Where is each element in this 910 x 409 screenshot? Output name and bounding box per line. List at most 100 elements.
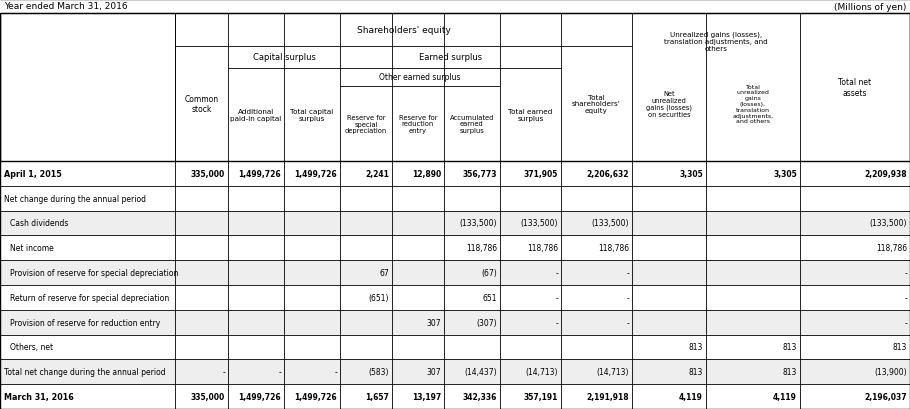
Text: Provision of reserve for special depreciation: Provision of reserve for special depreci… [10,268,178,277]
Text: 3,305: 3,305 [774,169,797,178]
Text: -: - [626,318,629,327]
Text: 307: 307 [427,318,441,327]
Bar [0,285,910,310]
Text: 2,191,918: 2,191,918 [586,392,629,401]
Text: 357,191: 357,191 [523,392,558,401]
Text: 12,890: 12,890 [411,169,441,178]
Text: 118,786: 118,786 [875,244,907,253]
Text: 335,000: 335,000 [191,392,225,401]
Bar [0,335,910,360]
Text: -: - [905,318,907,327]
Text: -: - [626,293,629,302]
Text: -: - [278,367,281,376]
Text: 813: 813 [689,367,703,376]
Bar [0,211,910,236]
Bar [0,162,910,187]
Text: Common
stock: Common stock [185,94,218,114]
Text: Cash dividends: Cash dividends [10,219,68,228]
Text: 3,305: 3,305 [679,169,703,178]
Text: -: - [905,268,907,277]
Text: 813: 813 [783,367,797,376]
Text: Net
unrealized
gains (losses)
on securities: Net unrealized gains (losses) on securit… [646,90,692,118]
Text: -: - [334,367,337,376]
Text: Reserve for
special
depreciation: Reserve for special depreciation [345,114,387,134]
Text: Others, net: Others, net [10,343,53,352]
Text: 813: 813 [893,343,907,352]
Bar [0,236,910,261]
Text: Total earned
surplus: Total earned surplus [509,109,552,122]
Text: March 31, 2016: March 31, 2016 [4,392,74,401]
Text: -: - [222,367,225,376]
Bar [0,360,910,384]
Text: -: - [555,268,558,277]
Text: -: - [626,268,629,277]
Text: Total capital
surplus: Total capital surplus [290,109,334,122]
Text: 2,196,037: 2,196,037 [864,392,907,401]
Text: Year ended March 31, 2016: Year ended March 31, 2016 [4,2,127,11]
Text: 342,336: 342,336 [462,392,497,401]
Text: 371,905: 371,905 [523,169,558,178]
Text: (14,713): (14,713) [525,367,558,376]
Text: (14,713): (14,713) [596,367,629,376]
Bar [0,384,910,409]
Text: (133,500): (133,500) [460,219,497,228]
Bar [0,261,910,285]
Text: Earned surplus: Earned surplus [419,53,482,62]
Text: Provision of reserve for reduction entry: Provision of reserve for reduction entry [10,318,160,327]
Text: 4,119: 4,119 [774,392,797,401]
Text: (Millions of yen): (Millions of yen) [834,2,906,11]
Text: Unrealized gains (losses),
translation adjustments, and
others: Unrealized gains (losses), translation a… [664,31,768,52]
Text: Total
unrealized
gains
(losses),
translation
adjustments,
and others: Total unrealized gains (losses), transla… [733,84,774,124]
Text: 118,786: 118,786 [466,244,497,253]
Text: 813: 813 [689,343,703,352]
Text: Net income: Net income [10,244,54,253]
Text: Total net
assets: Total net assets [838,78,872,97]
Text: (133,500): (133,500) [521,219,558,228]
Text: 1,499,726: 1,499,726 [238,169,281,178]
Text: (13,900): (13,900) [875,367,907,376]
Bar [0,310,910,335]
Text: (14,437): (14,437) [464,367,497,376]
Text: Other earned surplus: Other earned surplus [379,73,460,82]
Text: 1,499,726: 1,499,726 [238,392,281,401]
Text: Reserve for
reduction
entry: Reserve for reduction entry [399,114,438,134]
Text: (651): (651) [369,293,389,302]
Text: (583): (583) [369,367,389,376]
Text: 651: 651 [482,293,497,302]
Text: 67: 67 [379,268,389,277]
Text: Net change during the annual period: Net change during the annual period [4,194,146,203]
Text: April 1, 2015: April 1, 2015 [4,169,62,178]
Text: (133,500): (133,500) [592,219,629,228]
Text: Shareholders' equity: Shareholders' equity [357,26,450,35]
Text: 2,241: 2,241 [365,169,389,178]
Text: Capital surplus: Capital surplus [253,53,316,62]
Text: Accumulated
earned
surplus: Accumulated earned surplus [450,114,494,134]
Text: 4,119: 4,119 [679,392,703,401]
Text: (133,500): (133,500) [869,219,907,228]
Text: 2,209,938: 2,209,938 [864,169,907,178]
Text: Total net change during the annual period: Total net change during the annual perio… [4,367,166,376]
Text: 1,499,726: 1,499,726 [294,169,337,178]
Text: -: - [555,318,558,327]
Bar [800,14,910,162]
Text: 118,786: 118,786 [598,244,629,253]
Text: Total
shareholders'
equity: Total shareholders' equity [572,94,621,114]
Bar [0,14,910,162]
Text: 118,786: 118,786 [527,244,558,253]
Bar [632,14,800,69]
Bar [0,187,910,211]
Text: 813: 813 [783,343,797,352]
Text: 1,499,726: 1,499,726 [294,392,337,401]
Text: -: - [555,293,558,302]
Text: 1,657: 1,657 [365,392,389,401]
Text: 13,197: 13,197 [411,392,441,401]
Text: (67): (67) [481,268,497,277]
Text: -: - [905,293,907,302]
Bar [175,14,632,47]
Bar [0,14,175,162]
Text: (307): (307) [476,318,497,327]
Text: Return of reserve for special depreciation: Return of reserve for special depreciati… [10,293,169,302]
Text: 356,773: 356,773 [462,169,497,178]
Text: 307: 307 [427,367,441,376]
Text: 335,000: 335,000 [191,169,225,178]
